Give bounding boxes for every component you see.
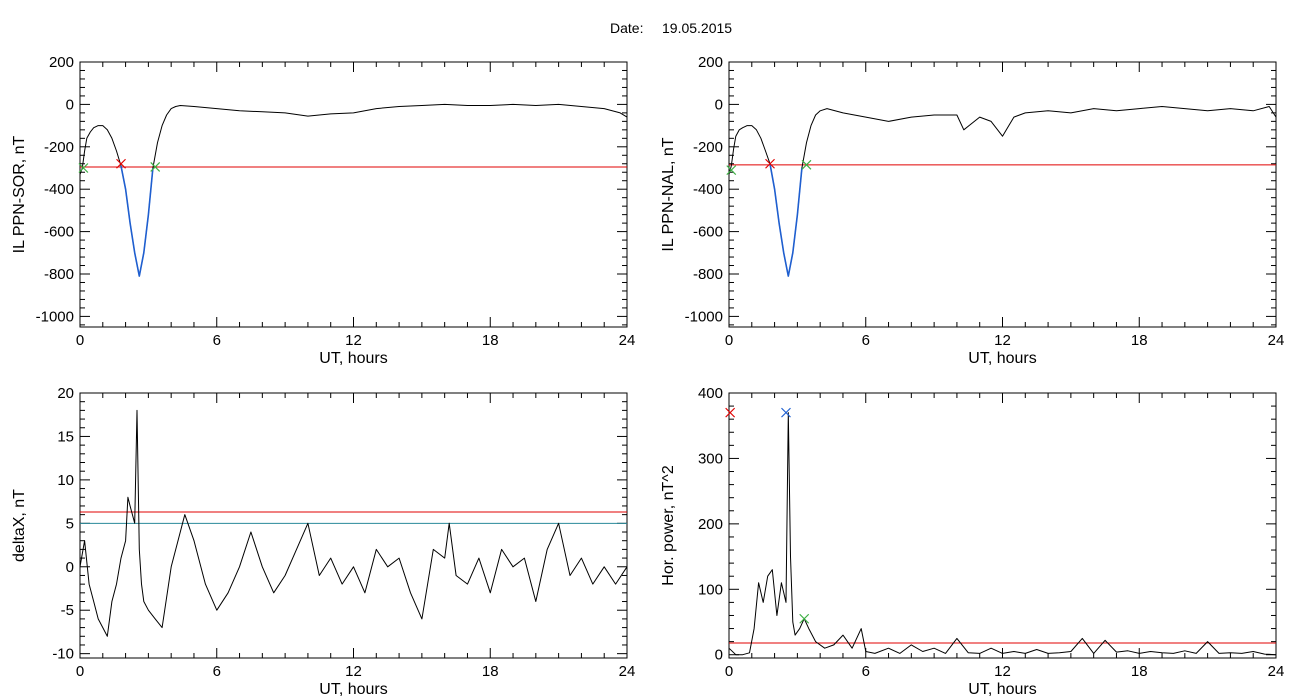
x-tick-label: 0 <box>725 332 733 349</box>
x-axis-label: UT, hours <box>319 350 387 367</box>
y-tick-label: -400 <box>693 181 723 198</box>
plot-frame <box>79 61 628 328</box>
series-trace-line <box>79 103 628 277</box>
plot-frame <box>79 392 628 659</box>
date-value: 19.05.2015 <box>662 20 732 36</box>
y-tick-label: -1000 <box>685 308 723 325</box>
x-axis-label: UT, hours <box>319 681 387 698</box>
y-tick-label: -200 <box>44 139 74 156</box>
x-tick-label: 24 <box>619 332 636 349</box>
series-highlight-line <box>120 165 154 277</box>
marker-green <box>78 163 89 173</box>
y-tick-label: -10 <box>52 646 74 663</box>
y-tick-label: -800 <box>44 266 74 283</box>
x-tick-label: 0 <box>76 663 84 680</box>
marker-green <box>799 613 810 624</box>
y-tick-label: 15 <box>57 428 74 445</box>
marker-red <box>116 158 126 169</box>
x-tick-label: 24 <box>1268 663 1285 680</box>
chart-panel-ppn-nal: 0 6 12 18 24 -1000 -800 -600 -400 -200 0 200 UT, hou… <box>660 54 1284 367</box>
x-tick-label: 12 <box>345 663 362 680</box>
x-tick-label: 18 <box>1131 332 1148 349</box>
plot-frame <box>728 61 1277 328</box>
marker-green <box>726 165 737 176</box>
x-tick-label: 6 <box>862 332 870 349</box>
marker-blue <box>781 407 791 418</box>
date-header: Date: 19.05.2015 <box>610 20 732 36</box>
x-tick-label: 12 <box>994 332 1011 349</box>
y-axis-label: Hor. power, nT^2 <box>660 465 677 586</box>
y-tick-label: -1000 <box>36 308 74 325</box>
series-trace-line <box>728 106 1277 277</box>
x-tick-label: 6 <box>213 663 221 680</box>
plot-frame <box>728 392 1277 659</box>
x-tick-label: 6 <box>213 332 221 349</box>
x-tick-label: 18 <box>1131 663 1148 680</box>
y-tick-label: 200 <box>698 54 723 71</box>
marker-red <box>765 158 775 169</box>
x-tick-label: 12 <box>345 332 362 349</box>
y-axis-label: IL PPN-SOR, nT <box>11 135 28 253</box>
y-tick-label: 20 <box>57 385 74 402</box>
y-tick-label: -200 <box>693 139 723 156</box>
y-tick-label: 300 <box>698 450 723 467</box>
marker-red <box>725 407 736 418</box>
y-tick-label: 0 <box>66 96 74 113</box>
y-tick-label: 400 <box>698 385 723 402</box>
x-axis-label: UT, hours <box>968 681 1036 698</box>
x-tick-label: 24 <box>619 663 636 680</box>
y-axis-label: deltaX, nT <box>11 489 28 562</box>
y-tick-label: -600 <box>693 224 723 241</box>
x-tick-label: 0 <box>725 663 733 680</box>
x-tick-label: 12 <box>994 663 1011 680</box>
series-trace-line <box>728 412 1277 656</box>
y-tick-label: 200 <box>698 516 723 533</box>
y-tick-label: -400 <box>44 181 74 198</box>
x-tick-label: 0 <box>76 332 84 349</box>
x-tick-label: 18 <box>482 332 499 349</box>
y-tick-label: -600 <box>44 224 74 241</box>
y-tick-label: 200 <box>49 54 74 71</box>
chart-panel-ppn-sor: 0 6 12 18 24 -1000 -800 -600 -400 -200 0 200 UT, hou… <box>11 54 635 367</box>
marker-green <box>801 159 812 170</box>
y-tick-label: -5 <box>61 602 74 619</box>
marker-green <box>150 162 161 172</box>
x-tick-label: 24 <box>1268 332 1285 349</box>
series-trace-line <box>79 409 628 637</box>
y-tick-label: 10 <box>57 472 74 489</box>
date-label: Date: <box>610 20 643 36</box>
chart-panel-hor-power: 0 6 12 18 24 0 100 200 300 400 UT, hours Hor. power… <box>660 385 1284 698</box>
x-tick-label: 18 <box>482 663 499 680</box>
y-tick-label: -800 <box>693 266 723 283</box>
y-tick-label: 5 <box>66 515 74 532</box>
y-tick-label: 0 <box>715 647 723 664</box>
y-tick-label: 100 <box>698 581 723 598</box>
y-axis-label: IL PPN-NAL, nT <box>660 137 677 251</box>
x-tick-label: 6 <box>862 663 870 680</box>
series-highlight-line <box>769 163 803 277</box>
chart-panel-deltax: 0 6 12 18 24 -10 -5 0 5 10 15 20 UT, hours deltaX, nT <box>11 385 635 698</box>
y-tick-label: 0 <box>66 559 74 576</box>
x-axis-label: UT, hours <box>968 350 1036 367</box>
y-tick-label: 0 <box>715 96 723 113</box>
